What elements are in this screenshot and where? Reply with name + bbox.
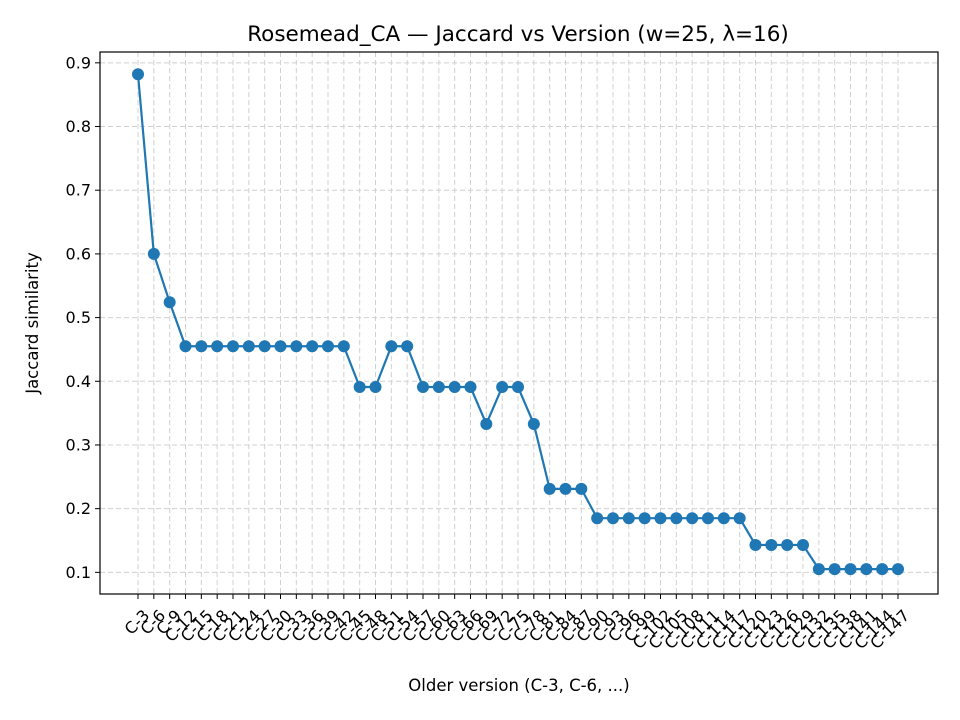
data-point [670, 512, 683, 525]
data-point [844, 563, 857, 576]
data-point [290, 340, 303, 353]
data-point [163, 296, 176, 309]
data-point [448, 381, 461, 394]
data-point [622, 512, 635, 525]
data-point [322, 340, 334, 353]
data-point [369, 381, 382, 394]
data-point [147, 247, 160, 260]
y-tick-label: 0.1 [66, 563, 91, 582]
data-point [512, 381, 524, 394]
data-point [781, 538, 794, 551]
grid [100, 52, 938, 594]
data-point [337, 340, 350, 353]
chart-title: Rosemead_CA — Jaccard vs Version (w=25, … [247, 22, 789, 47]
data-point [132, 68, 144, 81]
data-point [258, 340, 271, 353]
y-tick-label: 0.9 [66, 53, 91, 72]
data-point [242, 340, 255, 353]
data-point [464, 381, 477, 394]
plot-frame [99, 51, 939, 595]
data-point [765, 538, 778, 551]
data-point [892, 563, 904, 576]
x-axis: C-3C-6C-9C-12C-15C-18C-21C-24C-27C-30C-3… [121, 594, 913, 653]
data-point [179, 340, 192, 353]
y-tick-label: 0.2 [66, 499, 91, 518]
data-point [686, 512, 699, 525]
data-point [717, 512, 730, 525]
data-point [749, 538, 762, 551]
y-axis: 0.1 0.2 0.3 0.4 0.5 0.6 0.7 0.8 0.9 [66, 53, 100, 582]
data-point [496, 381, 509, 394]
data-point [417, 381, 429, 394]
y-tick-label: 0.3 [66, 435, 91, 454]
data-point [797, 538, 809, 551]
data-point [876, 563, 889, 576]
data-point [733, 512, 746, 525]
data-point [306, 340, 319, 353]
y-tick-label: 0.4 [66, 372, 91, 391]
data-point [195, 340, 208, 353]
data-point [638, 512, 651, 525]
data-point [527, 417, 540, 430]
data-point [274, 340, 287, 353]
data-point [480, 417, 493, 430]
data-point [860, 563, 873, 576]
series [132, 68, 904, 576]
data-point [575, 482, 588, 495]
data-point [591, 512, 604, 525]
data-point [432, 381, 445, 394]
data-point [227, 340, 239, 353]
data-point [607, 512, 619, 525]
data-point [828, 563, 841, 576]
data-point [543, 482, 556, 495]
data-point [559, 482, 572, 495]
data-point [654, 512, 667, 525]
y-tick-label: 0.6 [66, 244, 91, 263]
data-point [211, 340, 224, 353]
data-point [385, 340, 398, 353]
data-point [401, 340, 414, 353]
y-tick-label: 0.8 [66, 117, 91, 136]
y-axis-label: Jaccard similarity [23, 252, 42, 395]
data-point [812, 563, 825, 576]
data-point [702, 512, 714, 525]
y-tick-label: 0.7 [66, 181, 91, 200]
x-axis-label: Older version (C-3, C-6, ...) [408, 676, 629, 695]
y-tick-label: 0.5 [66, 308, 91, 327]
data-point [353, 381, 366, 394]
